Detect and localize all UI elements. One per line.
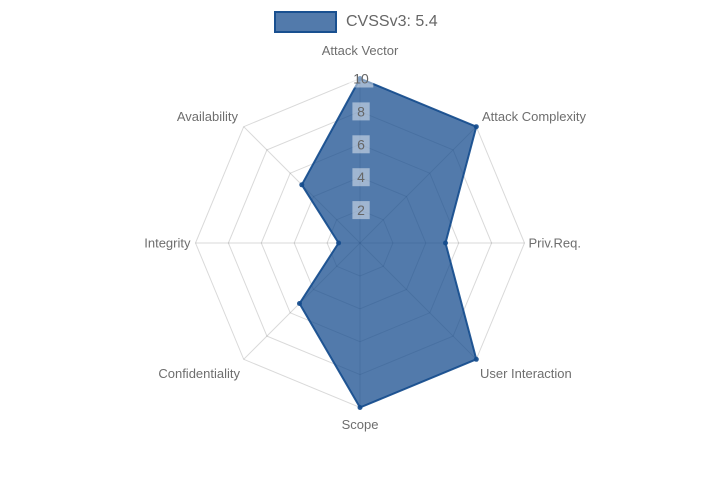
data-point[interactable] (473, 124, 479, 130)
legend-swatch (274, 11, 337, 33)
axis-label-attack-complexity: Attack Complexity (482, 109, 587, 124)
legend-label: CVSSv3: 5.4 (346, 13, 438, 30)
axis-label-scope: Scope (342, 417, 379, 432)
tick-label: 2 (357, 202, 365, 218)
axis-label-availability: Availability (177, 109, 239, 124)
axis-label-user-interaction: User Interaction (480, 366, 572, 381)
axis-label-confidentiality: Confidentiality (158, 366, 240, 381)
tick-label: 6 (357, 136, 365, 152)
tick-backdrop (352, 102, 370, 121)
legend-item-cvssv3[interactable]: CVSSv3: 5.4 (274, 11, 438, 33)
tick-backdrop (352, 135, 370, 154)
tick-backdrop (348, 69, 374, 88)
data-point[interactable] (443, 240, 448, 246)
axis-label-attack-vector: Attack Vector (322, 43, 399, 58)
tick-backdrop (352, 168, 370, 187)
tick-label: 4 (357, 169, 365, 185)
data-point[interactable] (357, 76, 363, 81)
data-point[interactable] (297, 301, 302, 306)
tick-label: 10 (353, 71, 369, 87)
data-point[interactable] (473, 356, 479, 362)
tick-label: 8 (357, 103, 365, 119)
data-point[interactable] (336, 240, 342, 246)
tick-backdrop (352, 201, 370, 220)
data-point[interactable] (299, 182, 305, 188)
chart-legend: CVSSv3: 5.4 (274, 11, 438, 33)
axis-label-priv-req: Priv.Req. (529, 236, 582, 251)
data-point[interactable] (357, 405, 363, 410)
axis-label-integrity: Integrity (144, 236, 191, 251)
